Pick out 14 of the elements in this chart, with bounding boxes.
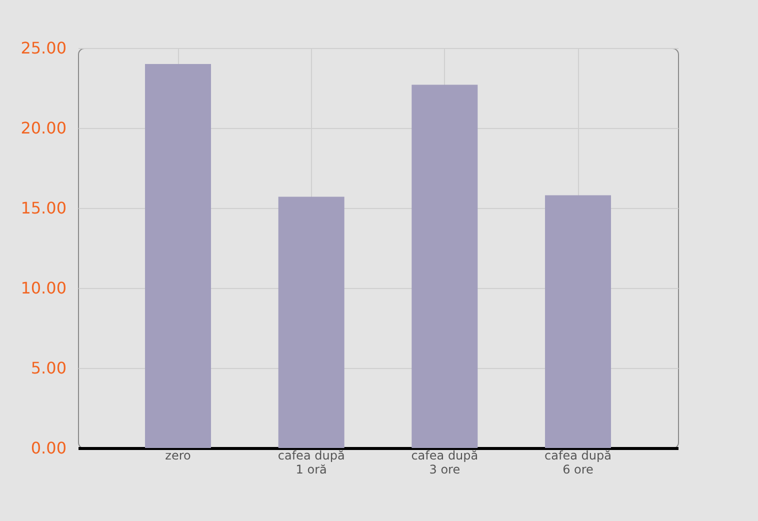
x-tick-label: cafea după 6 ore: [544, 448, 612, 476]
x-tick-label: cafea după 3 ore: [411, 448, 478, 476]
bar: [545, 195, 611, 448]
y-tick-label: 20.00: [20, 118, 66, 138]
x-tick-label: cafea după 1 oră: [278, 448, 345, 476]
bar: [278, 196, 344, 448]
y-tick-label: 25.00: [20, 38, 66, 58]
bar: [412, 84, 478, 448]
bar: [145, 64, 211, 448]
x-tick-label: zero: [165, 448, 191, 462]
y-tick-label: 10.00: [20, 278, 66, 298]
y-tick-label: 0.00: [30, 438, 66, 458]
y-tick-label: 5.00: [30, 358, 66, 378]
y-tick-label: 15.00: [20, 198, 66, 218]
